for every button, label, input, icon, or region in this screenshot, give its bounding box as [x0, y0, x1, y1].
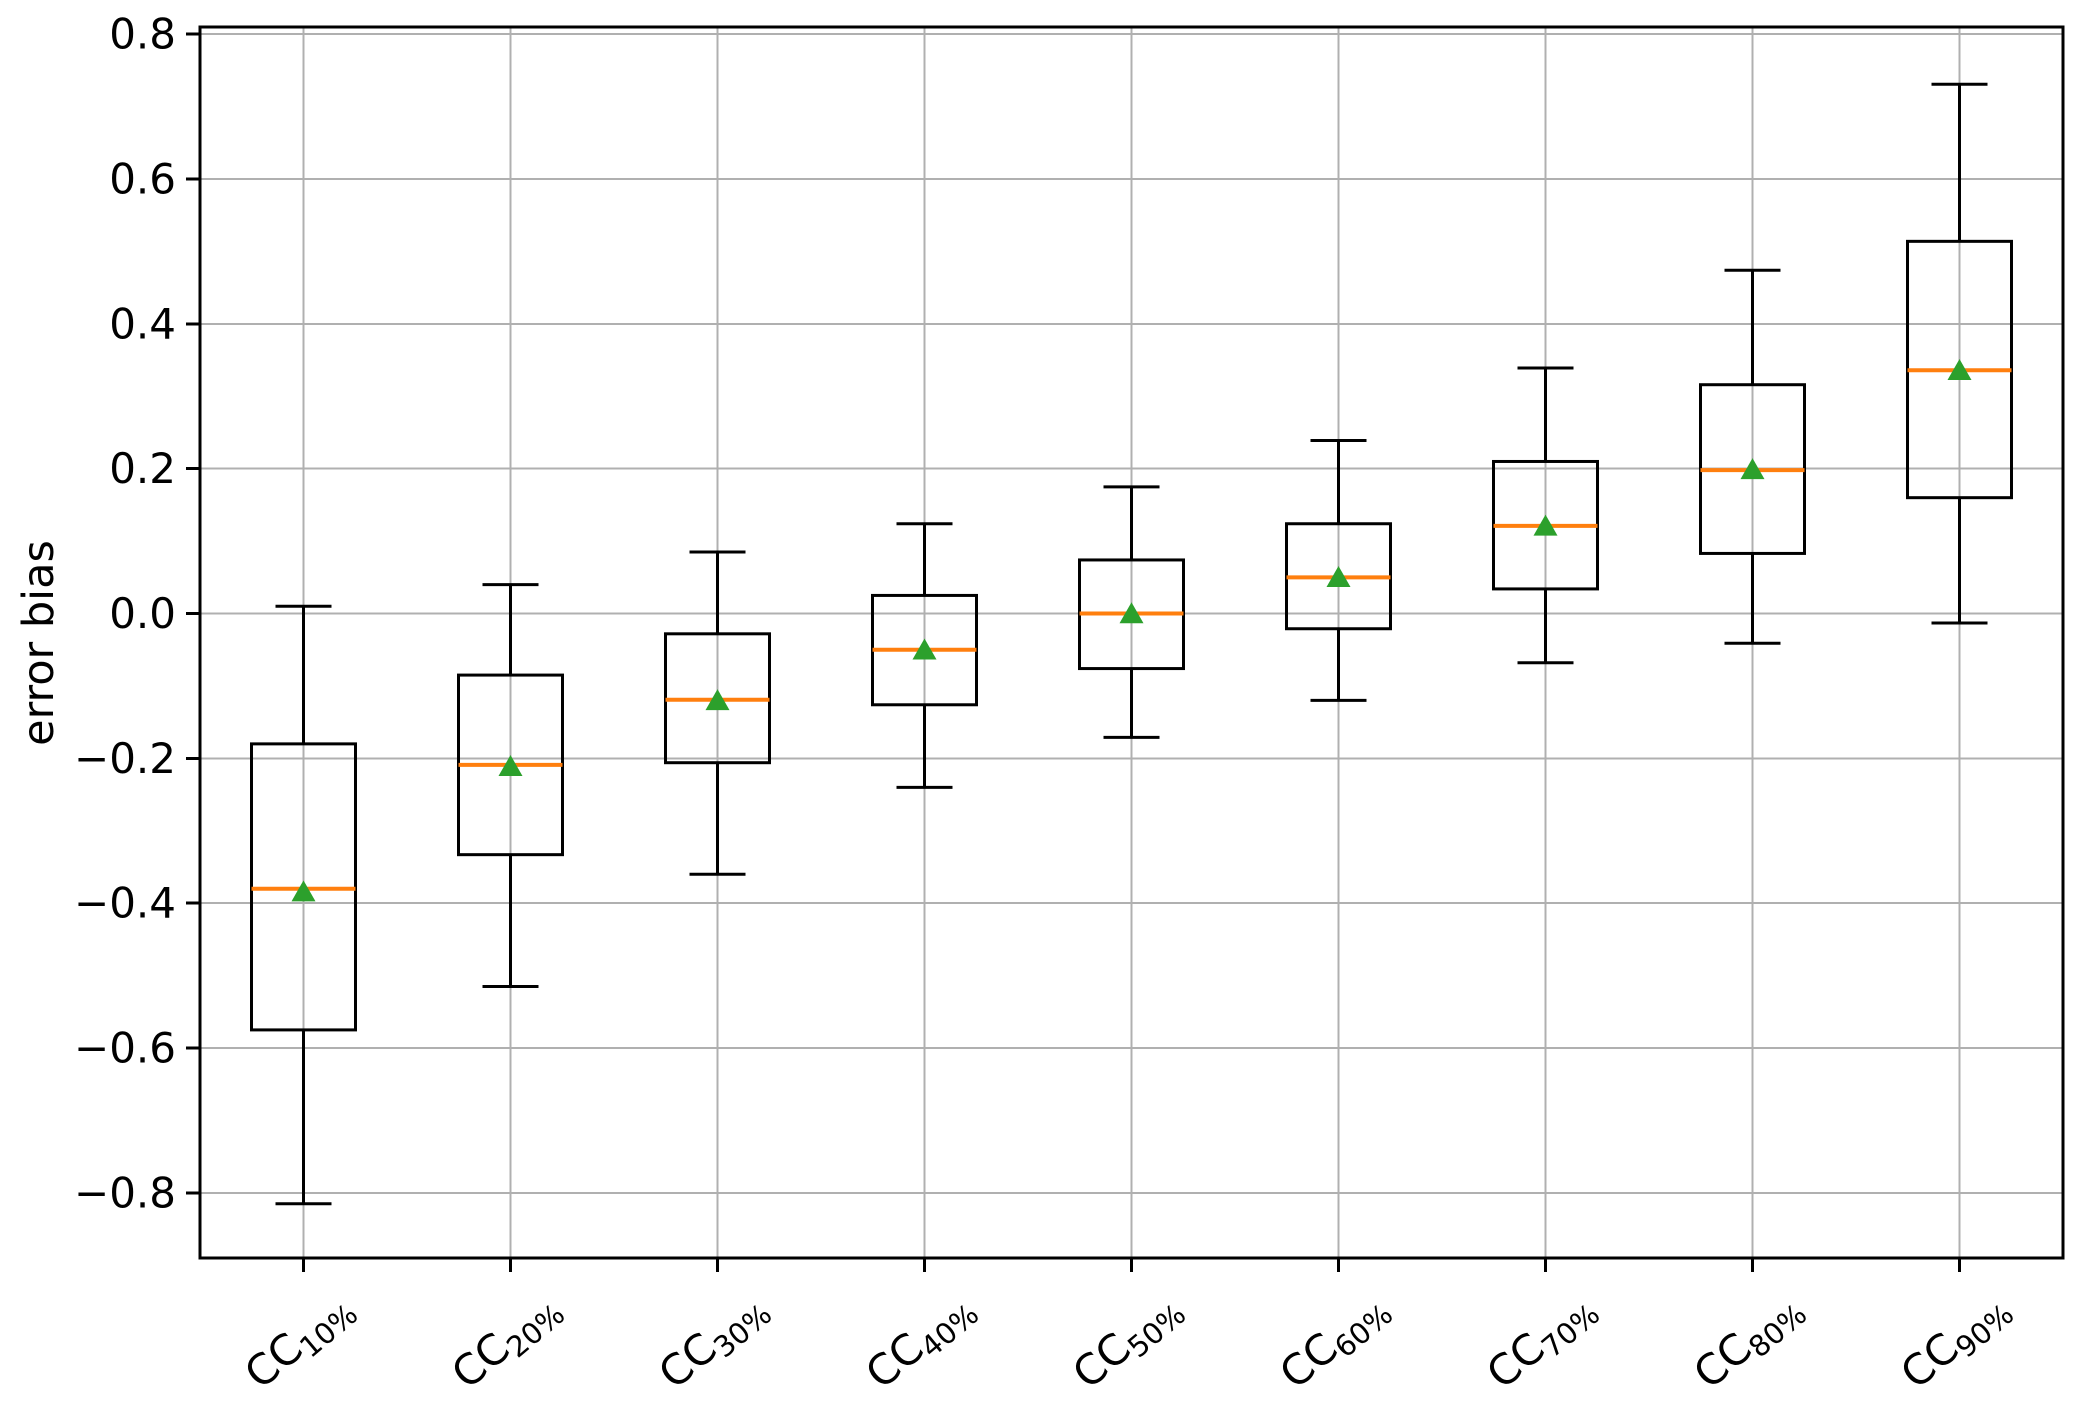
y-tick-label: 0.6: [109, 155, 176, 204]
x-tick-label: CC30%: [649, 1282, 778, 1403]
y-axis-layer: 0.8 0.6 0.4 0.2 0.0 −0.2 −0.4 −0.6 −0.8: [74, 10, 200, 1217]
mean-marker: [1326, 566, 1351, 588]
x-tick-label: CC10%: [235, 1282, 364, 1403]
x-axis-layer: CC10% CC20% CC30% CC40% CC50% CC60% CC70% CC80%…: [235, 1258, 2020, 1403]
x-tick-label: CC60%: [1270, 1282, 1399, 1403]
y-tick-label: −0.2: [74, 734, 176, 783]
y-tick-label: 0.4: [109, 299, 176, 348]
boxplot-group: [1285, 438, 1392, 702]
x-tick-label: CC40%: [856, 1282, 985, 1403]
boxplot-group: [250, 604, 357, 1206]
mean-marker: [1947, 358, 1972, 380]
boxplot-group: [664, 550, 771, 876]
mean-marker: [1740, 458, 1765, 480]
gridlines-layer: [200, 27, 2063, 1258]
y-tick-label: −0.6: [74, 1024, 176, 1073]
x-tick-label: CC80%: [1684, 1282, 1813, 1403]
boxes-layer: [250, 82, 2013, 1206]
y-tick-label: −0.4: [74, 879, 176, 928]
boxplot-group: [1906, 82, 2013, 625]
y-tick-label: 0.8: [109, 10, 176, 59]
y-tick-label: −0.8: [74, 1168, 176, 1217]
x-tick-label: CC90%: [1891, 1282, 2020, 1403]
boxplot-group: [457, 583, 564, 988]
y-tick-label: 0.2: [109, 444, 176, 493]
x-tick-label: CC20%: [442, 1282, 571, 1403]
boxplot-group: [871, 522, 978, 789]
x-tick-label: CC70%: [1477, 1282, 1606, 1403]
mean-marker: [1119, 602, 1144, 624]
mean-marker: [705, 689, 730, 711]
mean-marker: [1533, 514, 1558, 536]
x-tick-label: CC50%: [1063, 1282, 1192, 1403]
y-tick-label: 0.0: [109, 589, 176, 638]
boxplot-group: [1078, 485, 1185, 739]
mean-marker: [498, 755, 523, 777]
mean-marker: [291, 880, 316, 902]
y-axis-label: error bias: [14, 540, 64, 746]
boxplot-group: [1492, 366, 1599, 665]
mean-marker: [912, 638, 937, 660]
boxplot-group: [1699, 268, 1806, 645]
